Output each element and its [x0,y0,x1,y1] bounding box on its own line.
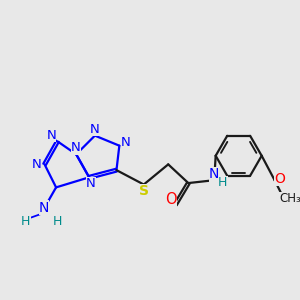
Text: H: H [218,176,228,189]
Text: O: O [165,192,177,207]
Text: N: N [32,158,41,171]
Text: N: N [86,177,95,190]
Text: N: N [89,123,99,136]
Text: S: S [140,184,149,198]
Text: O: O [274,172,285,186]
Text: N: N [121,136,130,149]
Text: CH₃: CH₃ [280,192,300,206]
Text: N: N [39,200,49,214]
Text: H: H [53,215,62,228]
Text: H: H [21,215,31,228]
Text: N: N [71,142,80,154]
Text: N: N [46,128,56,142]
Text: N: N [209,167,219,182]
